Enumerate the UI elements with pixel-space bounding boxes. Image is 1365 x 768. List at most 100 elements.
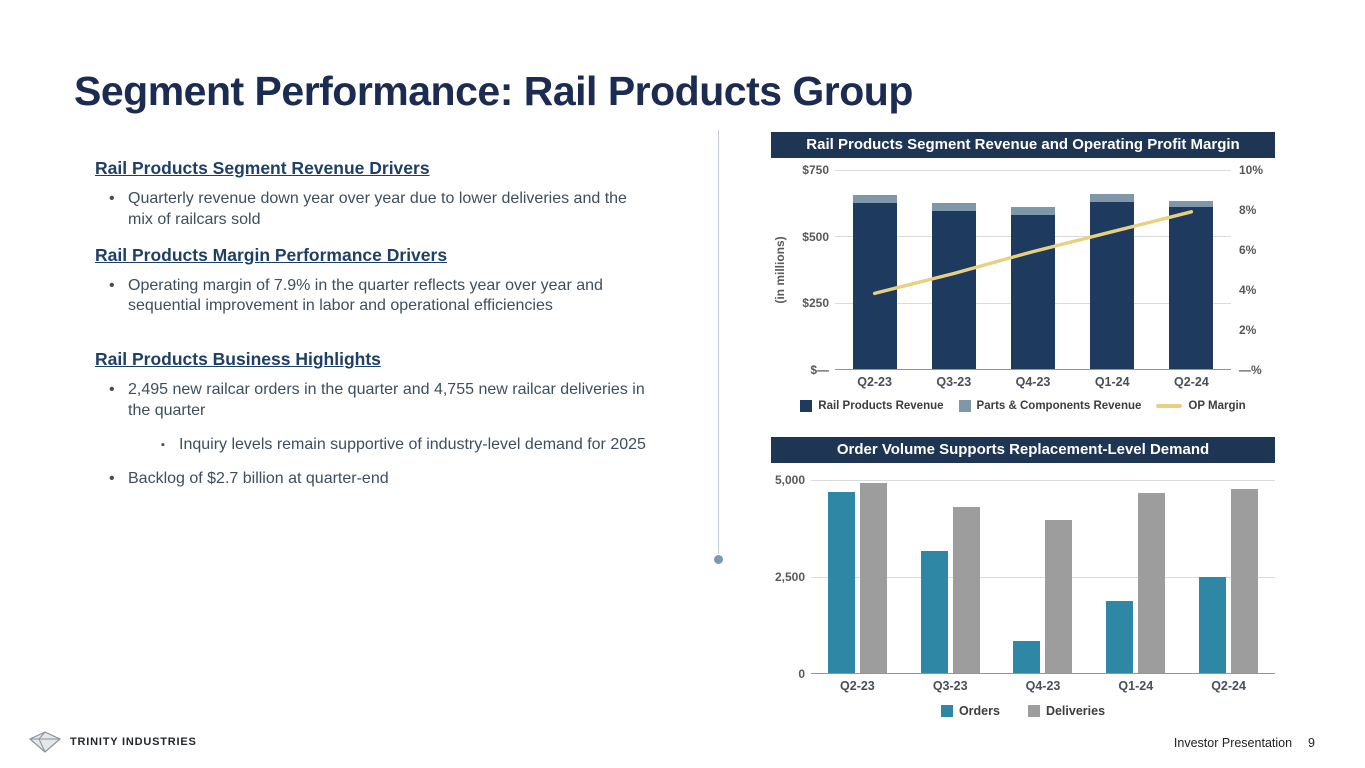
axis-tick-label: 2,500 [774,570,805,584]
axis-tick-label: $500 [802,229,829,244]
x-axis-label: Q2-23 [857,375,892,389]
bullet-marker-icon: ▪ [161,438,165,451]
order-volume-chart: Order Volume Supports Replacement-Level … [771,437,1275,718]
bar-segment [852,195,897,204]
legend-item: OP Margin [1156,400,1246,412]
legend-label: OP Margin [1188,400,1246,412]
footer-page-number: 9 [1308,736,1315,750]
bar-slot [1152,170,1231,369]
section-heading: Rail Products Margin Performance Drivers [95,244,448,265]
order-volume-chart-body: 5,000 2,500 0 Q2-23 Q3-23 Q4-23 Q1-24 Q2-24 Orde… [771,473,1275,718]
chart-main: (in millions) $750 $500 $250 $— 10% 8% 6% 4% 2% —% [771,163,1275,377]
axis-tick-label: 4% [1239,283,1257,297]
left-axis-ticks: $750 $500 $250 $— [789,163,835,377]
legend-label: Deliveries [1045,704,1106,718]
trinity-logo-text: TRINITY INDUSTRIES [70,736,197,748]
axis-tick-label: $250 [802,296,829,311]
slide-footer: Investor Presentation 9 [1174,736,1315,750]
bar-slot [1182,480,1275,673]
bar [1231,489,1259,673]
legend-swatch-icon [940,705,953,717]
bar-segment [1090,193,1135,202]
bullet-text: Inquiry levels remain supportive of indu… [179,435,646,453]
section-heading: Rail Products Segment Revenue Drivers [95,158,430,178]
legend-item: Orders [940,704,1000,718]
trinity-logo-icon [28,731,62,753]
x-axis-label: Q2-24 [1174,375,1209,389]
legend-swatch-icon [958,400,971,412]
bar-segment [1011,207,1055,216]
bar-segment [931,211,976,369]
bullet-text: Backlog of $2.7 billion at quarter-end [128,469,389,487]
stacked-bar [852,170,897,369]
bullet-item: • Quarterly revenue down year over year d… [95,189,655,231]
legend-swatch-icon [1027,705,1040,717]
bar [1138,492,1166,673]
axis-tick-label: 2% [1239,323,1257,337]
bar [1045,519,1073,673]
chart-legend: Orders Deliveries [771,704,1275,718]
x-axis-labels: Q2-23 Q3-23 Q4-23 Q1-24 Q2-24 [811,679,1275,693]
bar-slot [997,480,1090,673]
axis-tick-label: 6% [1239,243,1257,257]
footer-label: Investor Presentation [1173,736,1293,750]
order-volume-chart-title: Order Volume Supports Replacement-Level … [771,437,1275,463]
legend-label: Parts & Components Revenue [976,400,1142,412]
y-axis-title: (in millions) [771,170,789,370]
axis-tick-label: 0 [798,667,805,681]
axis-tick-label: 8% [1239,203,1257,217]
divider-dot [714,555,723,564]
x-axis-label: Q2-24 [1211,679,1246,693]
bar-slot [811,480,904,673]
revenue-margin-chart: Rail Products Segment Revenue and Operat… [771,132,1275,412]
legend-label: Orders [958,704,1000,718]
legend-item: Parts & Components Revenue [958,400,1142,412]
axis-tick-label: $— [810,363,829,377]
trinity-logo: TRINITY INDUSTRIES [28,730,197,754]
bar-group [1013,480,1073,673]
op-margin-line [835,170,1231,369]
axis-tick-label: —% [1239,363,1262,377]
bullet-text: Quarterly revenue down year over year du… [128,190,627,228]
axis-tick-label: $750 [802,163,829,177]
text-section: Rail Products Segment Revenue Drivers • Qu… [95,158,655,231]
bar-segment [1011,215,1055,369]
legend-swatch-icon [800,400,813,412]
bar-segment [852,203,897,369]
divider-line [718,130,719,554]
chart-legend: Rail Products Revenue Parts & Components … [771,400,1275,412]
bar-segment [1169,207,1214,369]
bar-segment [931,203,976,212]
bullet-text: 2,495 new railcar orders in the quarter … [128,381,645,419]
legend-item: Rail Products Revenue [800,400,944,412]
text-column: Rail Products Segment Revenue Drivers • Qu… [95,158,655,503]
bar-slot [835,170,914,369]
x-axis-label: Q4-23 [1025,679,1061,693]
bar [827,491,855,673]
gridline [835,170,1231,171]
bar [859,483,887,673]
bar-segment [1169,200,1214,208]
chart-main: 5,000 2,500 0 [771,473,1275,681]
legend-item: Deliveries [1027,704,1106,718]
text-section: Rail Products Business Highlights • 2,495 … [95,349,655,489]
bullet-item: • 2,495 new railcar orders in the quarter… [95,380,655,422]
stacked-bar [931,170,976,369]
bar-group [1106,480,1166,673]
right-axis-ticks: 10% 8% 6% 4% 2% —% [1231,163,1275,377]
bar [1106,601,1134,673]
x-axis-labels: Q2-23 Q3-23 Q4-23 Q1-24 Q2-24 [835,375,1231,389]
x-axis-label: Q1-24 [1094,375,1130,389]
plot-area [811,480,1275,674]
section-heading: Rail Products Business Highlights [95,349,381,370]
bullet-marker-icon: • [109,276,115,294]
bar [952,506,980,673]
revenue-margin-chart-body: (in millions) $750 $500 $250 $— 10% 8% 6% 4% 2% —%… [771,163,1275,412]
bullet-item: ▪ Inquiry levels remain supportive of ind… [95,435,655,456]
bullet-item: • Operating margin of 7.9% in the quarter… [95,276,655,318]
x-axis-label: Q4-23 [1015,375,1051,389]
gridline [811,576,1275,578]
bar-slot [993,170,1072,369]
bullet-text: Operating margin of 7.9% in the quarter … [128,276,603,315]
bar-group [1199,480,1259,673]
